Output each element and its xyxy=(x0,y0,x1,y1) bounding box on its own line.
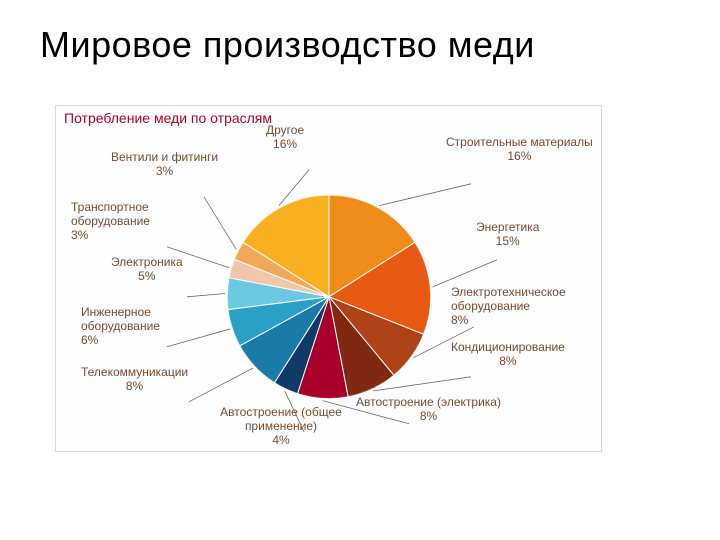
slice-label-11: Другое16% xyxy=(266,124,304,152)
slice-label-4: Автостроение (электрика)8% xyxy=(356,396,501,424)
slice-label-7: Инженерное оборудование6% xyxy=(81,306,181,347)
slice-label-0: Строительные материалы16% xyxy=(446,136,593,164)
leader-line xyxy=(204,196,236,249)
leader-line xyxy=(379,183,471,205)
leader-line xyxy=(189,367,253,401)
slice-label-5: Автостроение (общее применение)4% xyxy=(211,406,351,447)
chart-title: Потребление меди по отраслям xyxy=(64,110,272,126)
leader-line xyxy=(432,259,496,286)
slice-label-8: Электроника5% xyxy=(111,256,183,284)
slice-label-2: Электротехническое оборудование8% xyxy=(451,286,591,327)
chart-frame: Потребление меди по отраслям Строительны… xyxy=(55,105,602,452)
slice-label-1: Энергетика15% xyxy=(476,221,539,249)
slice-label-9: Транспортное оборудование3% xyxy=(71,201,171,242)
slice-label-6: Телекоммуникации8% xyxy=(81,366,188,394)
slice-label-10: Вентили и фитинги3% xyxy=(111,151,218,179)
page-title: Мировое производство меди xyxy=(40,24,535,66)
slice-label-3: Кондиционирование8% xyxy=(451,341,565,369)
leader-line xyxy=(187,293,225,296)
